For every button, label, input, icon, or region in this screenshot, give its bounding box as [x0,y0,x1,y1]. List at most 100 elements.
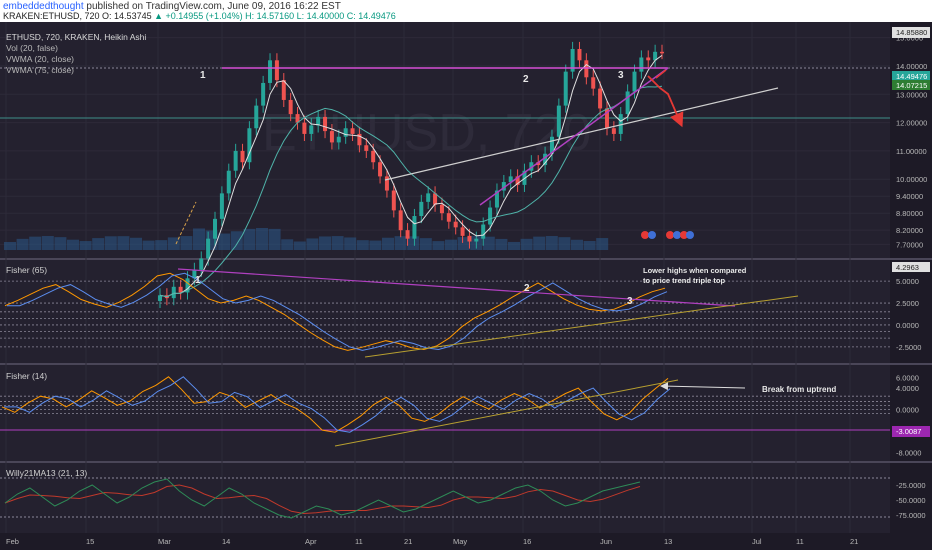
legend-vwma-20[interactable]: VWMA (20, close) [6,54,74,64]
volume-bar [180,236,193,250]
candle-body [639,57,644,72]
candle-body [522,170,527,185]
candle-body [543,153,548,166]
time-scale[interactable] [0,533,932,550]
high-value: H: 14.57160 [245,11,295,21]
price-tick-label: 11.00000 [896,147,927,156]
fisher14-trend-line[interactable] [334,379,679,447]
candle-body [529,162,534,171]
candle-body [213,218,218,239]
publish-info: published on TradingView.com, June 09, 2… [86,1,341,12]
volume-bar [445,239,457,250]
volume-bar [457,237,470,250]
price-scale[interactable] [890,22,932,534]
volume-bar [230,231,243,250]
candle-body [598,88,603,109]
volume-bar [41,236,54,250]
candle-body [240,150,245,163]
fisher65-label-1: 1 [195,275,201,286]
fisher65-tick-label: 2.5000 [896,299,919,308]
peak-label-1: 1 [200,70,206,81]
candle-body [474,238,479,242]
fisher65-label-3: 3 [627,296,633,307]
willy-tick-label: -25.0000 [896,481,926,490]
event-icon[interactable] [680,231,688,239]
volume-bar [344,237,357,250]
fisher65-trend-line[interactable] [364,295,799,358]
volume-bar [319,236,331,250]
candle-body [501,182,506,191]
peak-label-2: 2 [523,74,529,85]
candle-body [591,77,596,89]
volume-bar [508,241,520,250]
willy-title[interactable]: Willy21MA13 (21, 13) [6,468,87,478]
candle-body [488,207,493,225]
fisher14-pane[interactable] [0,365,890,461]
event-icon[interactable] [686,231,694,239]
candle-body [192,269,197,279]
legend-volume[interactable]: Vol (20, false) [6,43,58,53]
candle-body [604,108,609,129]
volume-bar [331,236,344,250]
projection-arrow[interactable] [647,75,684,128]
candle-body [439,204,444,214]
candle-body [268,60,273,83]
candle-body [515,176,520,185]
volume-bar [79,241,92,250]
candle-body [611,128,616,134]
price-tick-label: 15.0000 [896,34,923,43]
volume-bar [67,239,79,250]
fisher14-title[interactable]: Fisher (14) [6,371,47,381]
author-link[interactable]: embeddedthought [3,1,84,12]
volume-bar [256,228,268,250]
trend-line[interactable] [384,87,779,181]
candle-body [625,91,630,115]
volume-bar [29,236,42,250]
fisher65-note-line1: Lower highs when compared [643,266,747,275]
projection-arrow [655,69,667,79]
candle-body [426,193,431,202]
dashed-trend-line [175,201,197,245]
fisher14-tick-label: 4.0000 [896,384,919,393]
lower-highs-line[interactable] [177,268,736,307]
break-arrow[interactable] [660,382,746,391]
event-icon[interactable] [666,231,674,239]
rising-trend-line[interactable] [479,67,669,206]
grid-lines [0,22,890,533]
candle-body [219,193,224,219]
fisher14-note: Break from uptrend [762,385,836,394]
candle-body [343,128,348,137]
volume-bar [193,228,205,250]
legend-series[interactable]: ETHUSD, 720, KRAKEN, Heikin Ashi [6,32,146,42]
fisher14-scale-labels: 6.0000 4.0000 0.0000 -8.0000 [896,373,921,457]
candle-body [584,60,589,78]
volume-bar [520,238,533,250]
candle-body [323,116,328,132]
volume-bar [482,236,495,250]
event-icon[interactable] [673,231,681,239]
candle-body [632,71,637,92]
price-pane[interactable] [0,22,890,258]
volume-bar [583,241,596,250]
event-icon[interactable] [641,231,649,239]
candle-body [549,136,554,154]
volume-bar [16,238,29,250]
ohlc-line: KRAKEN:ETHUSD, 720 O: 14.53745 ▲ +0.1495… [3,11,396,21]
time-tick-label: Jun [600,537,612,546]
vwma-20-line [159,54,663,298]
candle-body [281,80,286,100]
candle-body [288,99,293,115]
volume-bar [407,236,420,250]
candle-body [199,258,204,270]
volume-bar [130,237,142,250]
willy-pane[interactable] [0,463,890,533]
volume-bar [432,241,445,250]
event-icon[interactable] [648,231,656,239]
heikin-ashi-candles [158,41,664,309]
legend-vwma-75[interactable]: VWMA (75, close) [6,65,74,75]
chart-canvas[interactable]: ETHUSD, 720 1 2 3 ETHUSD, 720, KRAKEN, H… [0,22,932,550]
fisher65-title[interactable]: Fisher (65) [6,265,47,275]
event-markers[interactable] [641,231,694,239]
volume-bar [533,236,546,250]
last-price-tag [892,71,930,82]
